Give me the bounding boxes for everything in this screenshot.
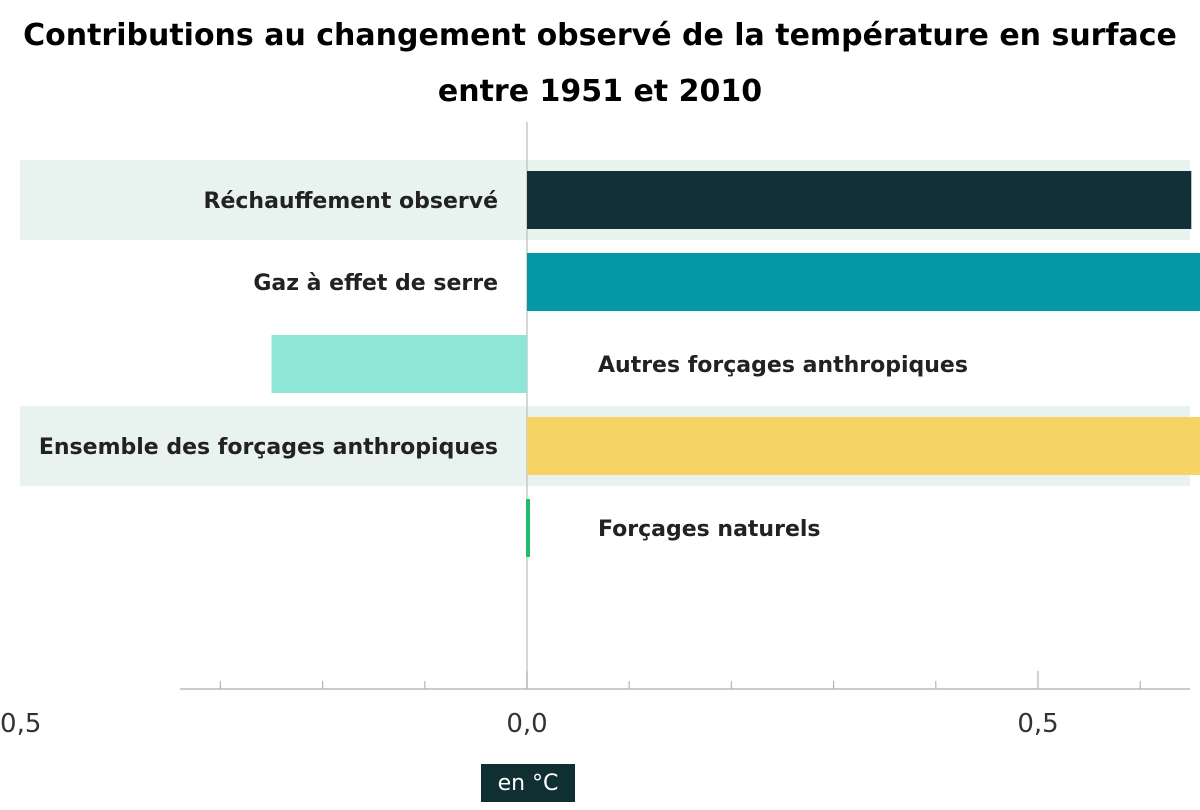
bar [271,335,527,393]
bar [527,253,1200,311]
bar [527,171,1192,229]
chart-title-line-2: entre 1951 et 2010 [437,74,763,109]
bar-label: Réchauffement observé [204,189,499,214]
x-tick-label: 0,5 [1017,709,1058,739]
bar-label: Forçages naturels [598,517,821,542]
bar-label: Autres forçages anthropiques [598,353,968,378]
x-tick-label: -0,5 [0,709,41,739]
chart-title: Contributions au changement observé de l… [20,8,1180,120]
unit-badge: en °C [481,764,575,802]
bar-label: Ensemble des forçages anthropiques [39,435,498,460]
x-tick-label: 0,0 [506,709,547,739]
bar [527,417,1200,475]
bar-label: Gaz à effet de serre [253,271,498,296]
chart-title-line-1: Contributions au changement observé de l… [23,18,1177,53]
bar [526,499,530,557]
